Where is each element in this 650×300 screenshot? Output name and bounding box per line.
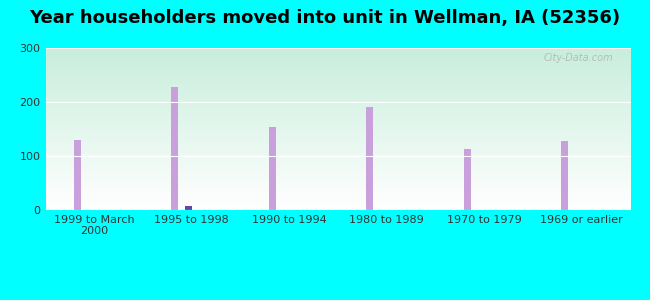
Bar (171, 87, 178, 210)
Bar (269, 128, 276, 210)
Text: City-Data.com: City-Data.com (543, 53, 613, 63)
Bar (74, 140, 81, 210)
Text: Year householders moved into unit in Wellman, IA (52356): Year householders moved into unit in Wel… (29, 9, 621, 27)
Bar (463, 149, 471, 210)
Bar (561, 141, 568, 210)
Bar (367, 107, 373, 210)
Bar (185, 206, 192, 210)
